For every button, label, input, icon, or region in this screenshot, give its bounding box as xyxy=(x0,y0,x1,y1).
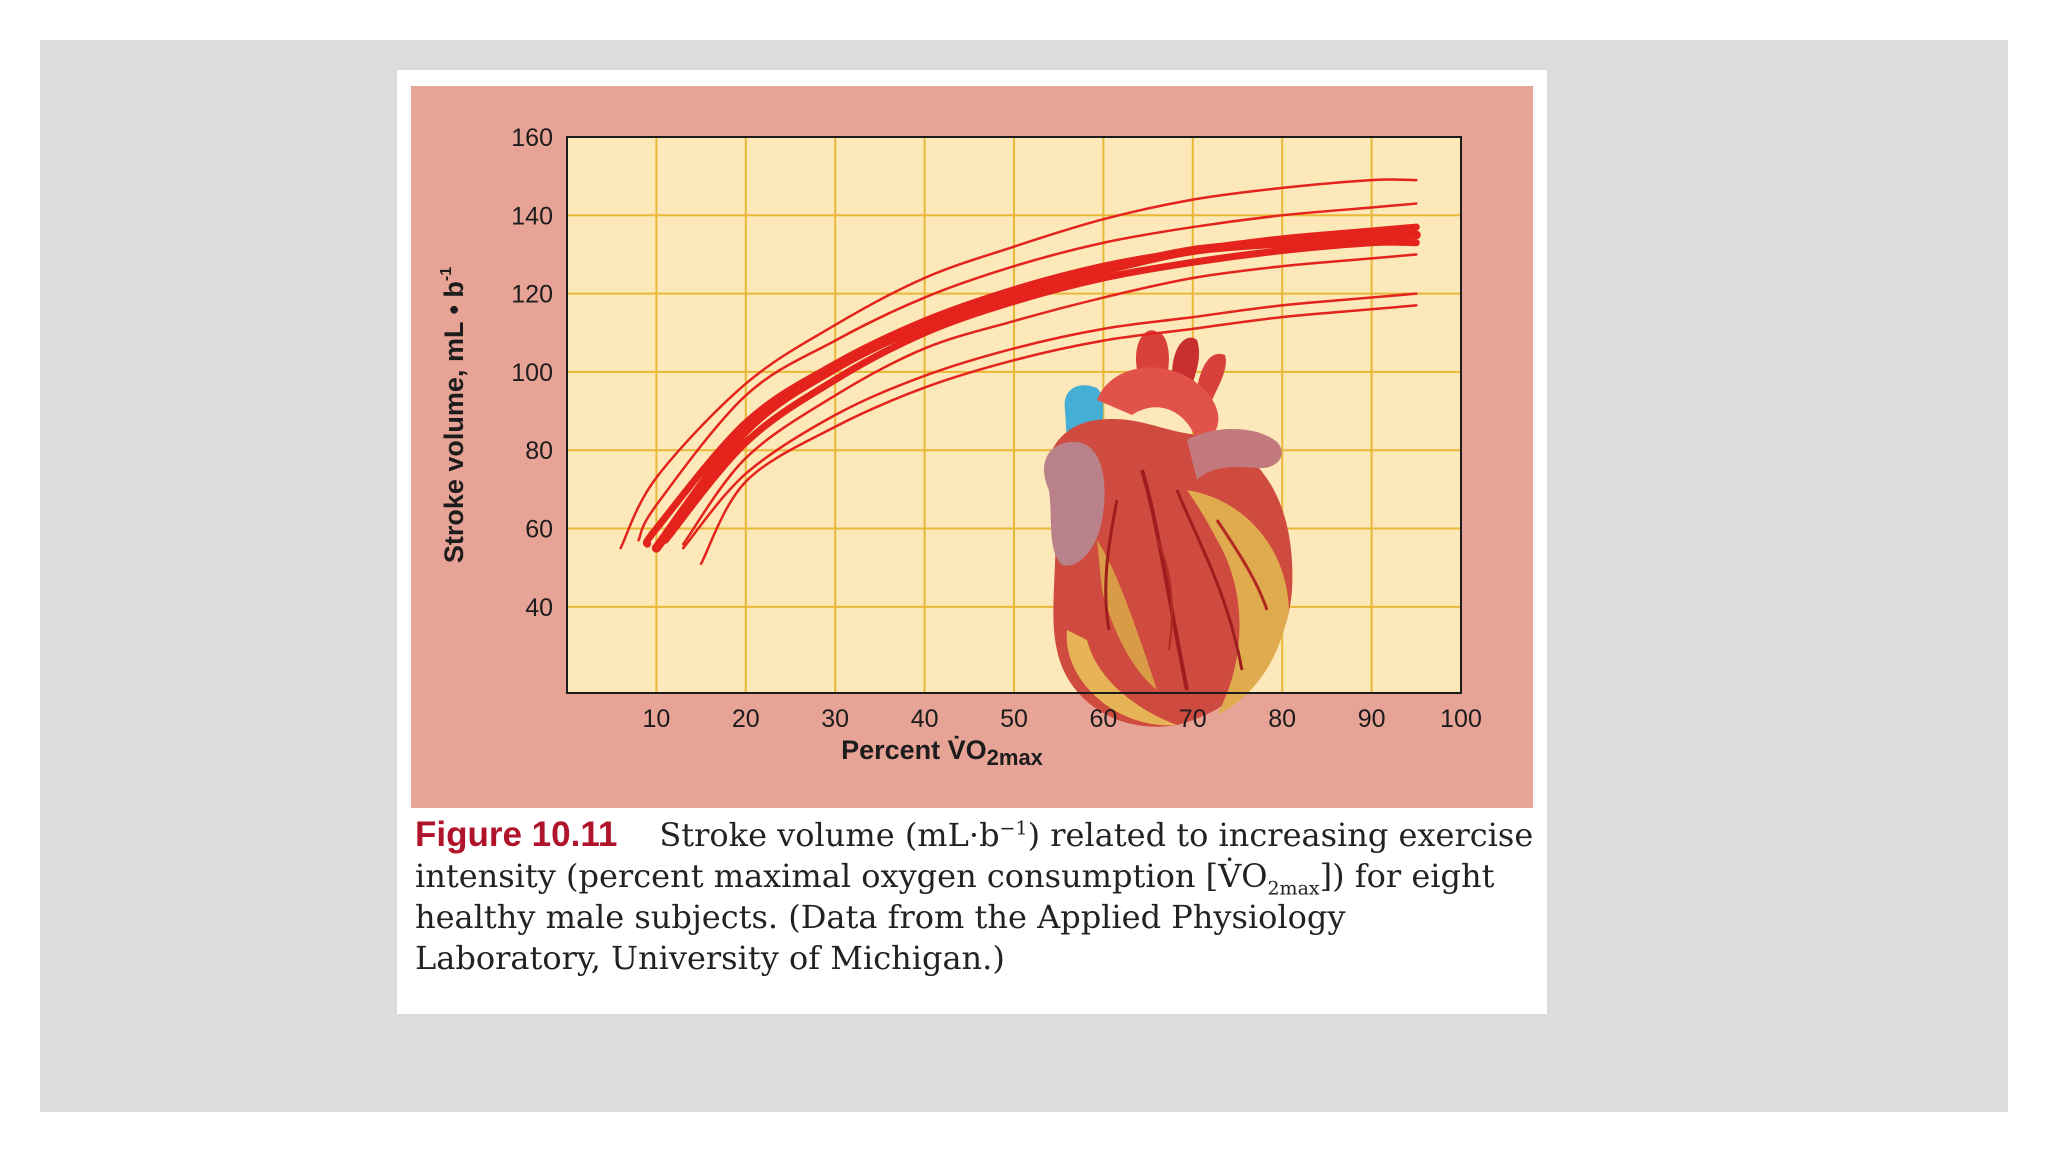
figure-caption: Figure 10.11 Stroke volume (mL·b−1) relat… xyxy=(415,814,1535,979)
y-tick-label: 100 xyxy=(511,359,553,387)
caption-text-3: ]) for eight healthy male subjects. (Dat… xyxy=(415,857,1495,977)
y-tick-label: 140 xyxy=(511,202,553,230)
y-tick-label: 40 xyxy=(525,594,553,622)
y-tick-label: 160 xyxy=(511,124,553,152)
caption-superscript: −1 xyxy=(999,817,1028,840)
x-tick-label: 40 xyxy=(911,705,939,733)
y-tick-label: 120 xyxy=(511,281,553,309)
x-tick-label: 100 xyxy=(1440,705,1482,733)
axis-ticks: 10 20 30 40 50 60 70 80 90 100 40 60 80 100 120 140 160 xyxy=(511,124,1482,733)
x-tick-label: 30 xyxy=(821,705,849,733)
figure-label: Figure 10.11 xyxy=(415,815,618,854)
x-tick-label: 50 xyxy=(1000,705,1028,733)
x-tick-label: 90 xyxy=(1358,705,1386,733)
figure-card: 10 20 30 40 50 60 70 80 90 100 40 60 80 100 120 140 160 … xyxy=(397,70,1547,1014)
caption-subscript: 2max xyxy=(1267,877,1320,900)
x-tick-label: 10 xyxy=(642,705,670,733)
chart: 10 20 30 40 50 60 70 80 90 100406080100120140160 … xyxy=(411,86,1533,808)
x-tick-label: 60 xyxy=(1089,705,1117,733)
y-tick-label: 80 xyxy=(525,437,553,465)
series-line-subject-7 xyxy=(681,292,1418,550)
caption-text-1: Stroke volume (mL·b xyxy=(659,816,1000,854)
series-line-subject-2 xyxy=(637,202,1418,542)
series-line-subject-5 xyxy=(661,238,1420,544)
x-tick-label: 70 xyxy=(1179,705,1207,733)
y-tick-label: 60 xyxy=(525,516,553,544)
series-line-subject-6 xyxy=(681,253,1418,546)
caption-text-2: ) related to increasing exercise intensi… xyxy=(415,816,1534,895)
x-tick-label: 20 xyxy=(732,705,760,733)
y-axis-title: Stroke volume, mL • b-1 xyxy=(438,267,469,563)
series-line-subject-4 xyxy=(651,229,1421,553)
heart-illustration xyxy=(1044,330,1293,727)
series-line-subject-1 xyxy=(619,178,1418,550)
series-line-subject-8 xyxy=(699,304,1418,566)
data-curves xyxy=(619,178,1421,566)
x-axis-title: Percent V̇O2max xyxy=(841,735,1044,770)
slide-background: 10 20 30 40 50 60 70 80 90 100 40 60 80 100 120 140 160 … xyxy=(40,40,2008,1112)
x-tick-label: 80 xyxy=(1268,705,1296,733)
plot-frame xyxy=(566,136,1462,694)
